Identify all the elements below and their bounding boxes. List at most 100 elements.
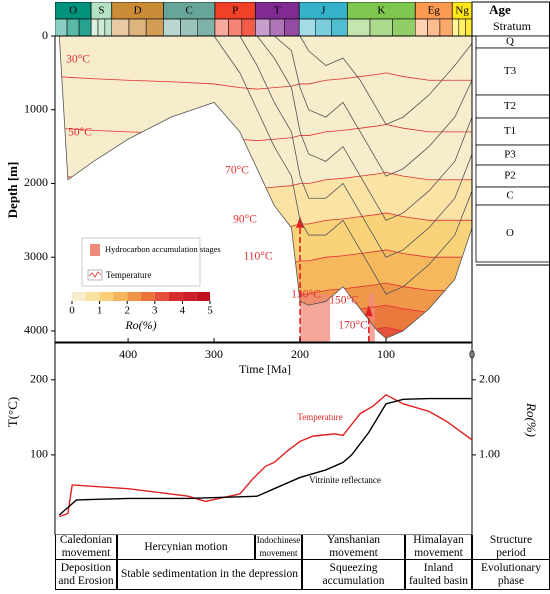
- stratum-label: P3: [504, 149, 516, 161]
- ro-tick-label: 2: [124, 305, 130, 317]
- epoch-cell: [66, 18, 80, 36]
- table-cell: Himalayan movement: [405, 534, 472, 560]
- table-cell: Deposition and Erosion: [55, 560, 117, 590]
- y-tick-label: 4000: [24, 323, 48, 337]
- ro-swatch: [182, 292, 197, 301]
- stratum-label: T1: [504, 125, 516, 137]
- burial-curve: [59, 36, 472, 295]
- epoch-cell: [197, 18, 216, 36]
- y-tick-label: 0: [42, 28, 48, 42]
- ro-zone: [59, 327, 472, 339]
- phase-row: Deposition and Erosion Stable sedimentati…: [55, 560, 550, 590]
- ro-swatch: [154, 292, 169, 301]
- y-axis-label: Depth [m]: [5, 162, 20, 219]
- epoch-cell: [458, 18, 466, 36]
- period-label: Ng: [455, 5, 469, 17]
- ro-swatch: [168, 292, 183, 301]
- plot2-frame: [54, 342, 473, 535]
- epoch-cell: [369, 18, 393, 36]
- burial-curve: [59, 36, 472, 258]
- epoch-cell: [111, 18, 130, 36]
- epoch-cell: [427, 18, 441, 36]
- series-label: Temperature: [297, 412, 342, 422]
- epoch-cell: [90, 18, 99, 36]
- structure-row: Caledonian movement Hercynian motion Indoc…: [55, 534, 550, 560]
- legend-line: [88, 271, 102, 278]
- isotherm-label: 50°C: [68, 127, 92, 139]
- epoch-cell: [128, 18, 147, 36]
- epoch-cell: [298, 18, 316, 36]
- ro-label: Ro(%): [124, 318, 156, 332]
- burial-curve: [59, 36, 472, 221]
- isotherm-label: 30°C: [66, 54, 90, 66]
- period-label: T: [274, 5, 281, 17]
- ro-tick-label: 1: [97, 305, 103, 317]
- epoch-cell: [415, 18, 428, 36]
- epoch-cell: [255, 18, 271, 36]
- epoch-cell: [145, 18, 164, 36]
- x-tick-label: 100: [377, 347, 395, 361]
- plot-frame: [54, 35, 473, 343]
- epoch-cell: [451, 18, 460, 36]
- ro-tick-label: 4: [180, 305, 186, 317]
- y2-tick-label: 1.00: [479, 447, 500, 461]
- data-line: [59, 393, 472, 518]
- epoch-cell: [97, 18, 106, 36]
- x-tick-label: 300: [205, 347, 223, 361]
- epoch-cell: [347, 18, 371, 36]
- y-tick-label: 100: [30, 447, 48, 461]
- period-label: Eg: [428, 5, 441, 17]
- epoch-cell: [465, 18, 472, 36]
- period-bar: O S D C P T J K Eg Ng: [55, 2, 472, 36]
- x-tick-label: 400: [119, 347, 137, 361]
- period-label: D: [134, 5, 142, 17]
- epoch-cell: [55, 18, 68, 36]
- burial-curve: [59, 36, 472, 125]
- isotherm-label: 150°C: [329, 295, 359, 307]
- y-axis-label: T(°C): [5, 397, 20, 427]
- ro-swatch: [127, 292, 141, 301]
- epoch-cell: [78, 18, 92, 36]
- table-cell: Squeezing accumulation: [302, 560, 405, 590]
- period-label: C: [185, 5, 192, 17]
- period-label: P: [232, 5, 238, 17]
- ro-swatch: [141, 292, 155, 301]
- arrow-head: [364, 305, 373, 317]
- epoch-cell: [284, 18, 300, 36]
- y2-tick-label: 2.00: [479, 372, 500, 386]
- stratum-label: C: [506, 190, 513, 202]
- line-plot: [58, 393, 472, 518]
- period-label: O: [69, 5, 77, 17]
- period-label: K: [377, 5, 385, 17]
- table-cell: Structure period: [472, 534, 550, 560]
- stratum-cell: [475, 47, 550, 96]
- isotherm-label: 90°C: [233, 214, 257, 226]
- ro-swatch: [99, 292, 114, 301]
- isotherm: [59, 326, 472, 339]
- series-label: Vitrinite reflectance: [309, 475, 381, 485]
- x-axis-label: Time [Ma]: [239, 362, 291, 376]
- table-cell: Indochinese movement: [255, 535, 302, 560]
- epoch-cell: [314, 18, 332, 36]
- table-cell: Evolutionary phase: [472, 560, 550, 590]
- epoch-cell: [241, 18, 256, 36]
- ro-tick-label: 3: [152, 305, 158, 317]
- stratum-label: O: [506, 227, 514, 239]
- epoch-cell: [104, 18, 112, 36]
- legend-label: Hydrocarbon accumulation stages: [105, 244, 221, 254]
- epoch-cell: [180, 18, 198, 36]
- table-cell: Yanshanian movement: [302, 534, 405, 560]
- y2-axis-label: Ro(%): [524, 402, 539, 437]
- stratum-label: Q: [506, 36, 514, 48]
- epoch-cell: [331, 18, 348, 36]
- stratum-label: T2: [504, 100, 516, 112]
- epoch-cell: [392, 18, 416, 36]
- isotherm: [59, 72, 472, 90]
- ro-swatch: [113, 292, 128, 301]
- burial-curve: [59, 36, 472, 177]
- legend-swatch: [90, 244, 100, 256]
- ro-swatch: [72, 292, 86, 301]
- epoch-cell: [269, 18, 285, 36]
- age-header: Age: [489, 2, 511, 17]
